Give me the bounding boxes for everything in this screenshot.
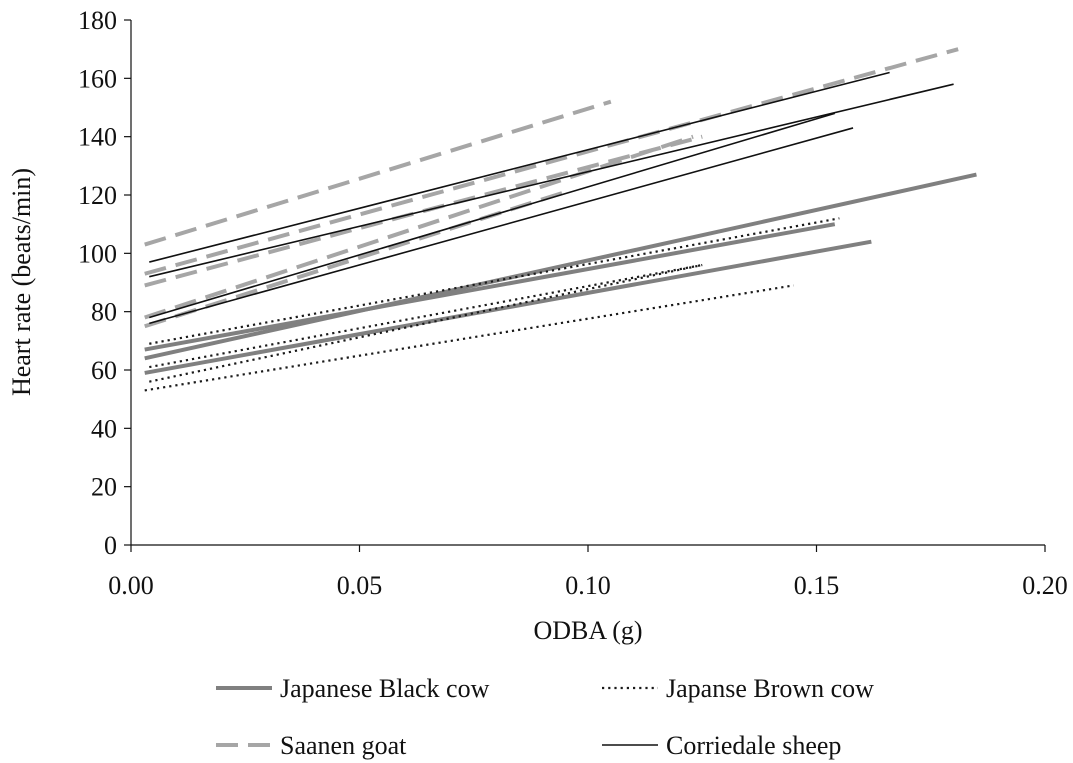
series-line-japanse-brown-cow xyxy=(144,284,794,392)
y-tick-label: 60 xyxy=(91,356,117,385)
y-tick-label: 40 xyxy=(91,414,117,443)
y-ticks: 0 20 40 60 80 100 120 140 160 180 xyxy=(78,6,131,560)
x-tick-label: 0.00 xyxy=(108,571,154,600)
series-line-saanen-goat xyxy=(144,134,694,320)
x-tick-label: 0.10 xyxy=(565,571,611,600)
y-tick-label: 100 xyxy=(78,239,117,268)
y-tick-label: 140 xyxy=(78,123,117,152)
series-line-japanse-brown-cow xyxy=(149,263,703,369)
series-line-saanen-goat xyxy=(144,99,612,247)
series-line-saanen-goat xyxy=(144,47,959,276)
series-line-corriedale-sheep xyxy=(149,71,890,263)
series-line-corriedale-sheep xyxy=(149,83,954,278)
legend-label-corriedale-sheep: Corriedale sheep xyxy=(666,731,841,760)
x-tick-label: 0.05 xyxy=(337,571,383,600)
y-tick-label: 160 xyxy=(78,64,117,93)
y-axis-label: Heart rate (beats/min) xyxy=(7,168,36,396)
y-tick-label: 80 xyxy=(91,298,117,327)
x-ticks: 0.00 0.05 0.10 0.15 0.20 xyxy=(108,545,1068,600)
legend-label-japanse-brown-cow: Japanse Brown cow xyxy=(666,674,874,703)
y-tick-label: 20 xyxy=(91,473,117,502)
y-tick-label: 180 xyxy=(78,6,117,35)
x-tick-label: 0.20 xyxy=(1022,571,1068,600)
series-line-corriedale-sheep xyxy=(149,127,854,325)
series-line-japanse-brown-cow xyxy=(149,217,840,345)
legend-label-saanen-goat: Saanen goat xyxy=(280,731,407,760)
series-line-japanese-black-cow xyxy=(144,222,836,352)
x-axis-label: ODBA (g) xyxy=(533,616,642,645)
y-tick-label: 0 xyxy=(104,531,117,560)
legend-label-japanese-black-cow: Japanese Black cow xyxy=(280,674,490,703)
series-line-japanese-black-cow xyxy=(144,172,977,361)
x-tick-label: 0.15 xyxy=(794,571,840,600)
series-lines xyxy=(144,47,977,392)
series-line-corriedale-sheep xyxy=(149,112,836,319)
series-line-japanese-black-cow xyxy=(144,239,872,375)
series-line-japanse-brown-cow xyxy=(149,263,703,383)
legend: Japanese Black cow Japanse Brown cow Saane… xyxy=(216,674,874,760)
y-tick-label: 120 xyxy=(78,181,117,210)
